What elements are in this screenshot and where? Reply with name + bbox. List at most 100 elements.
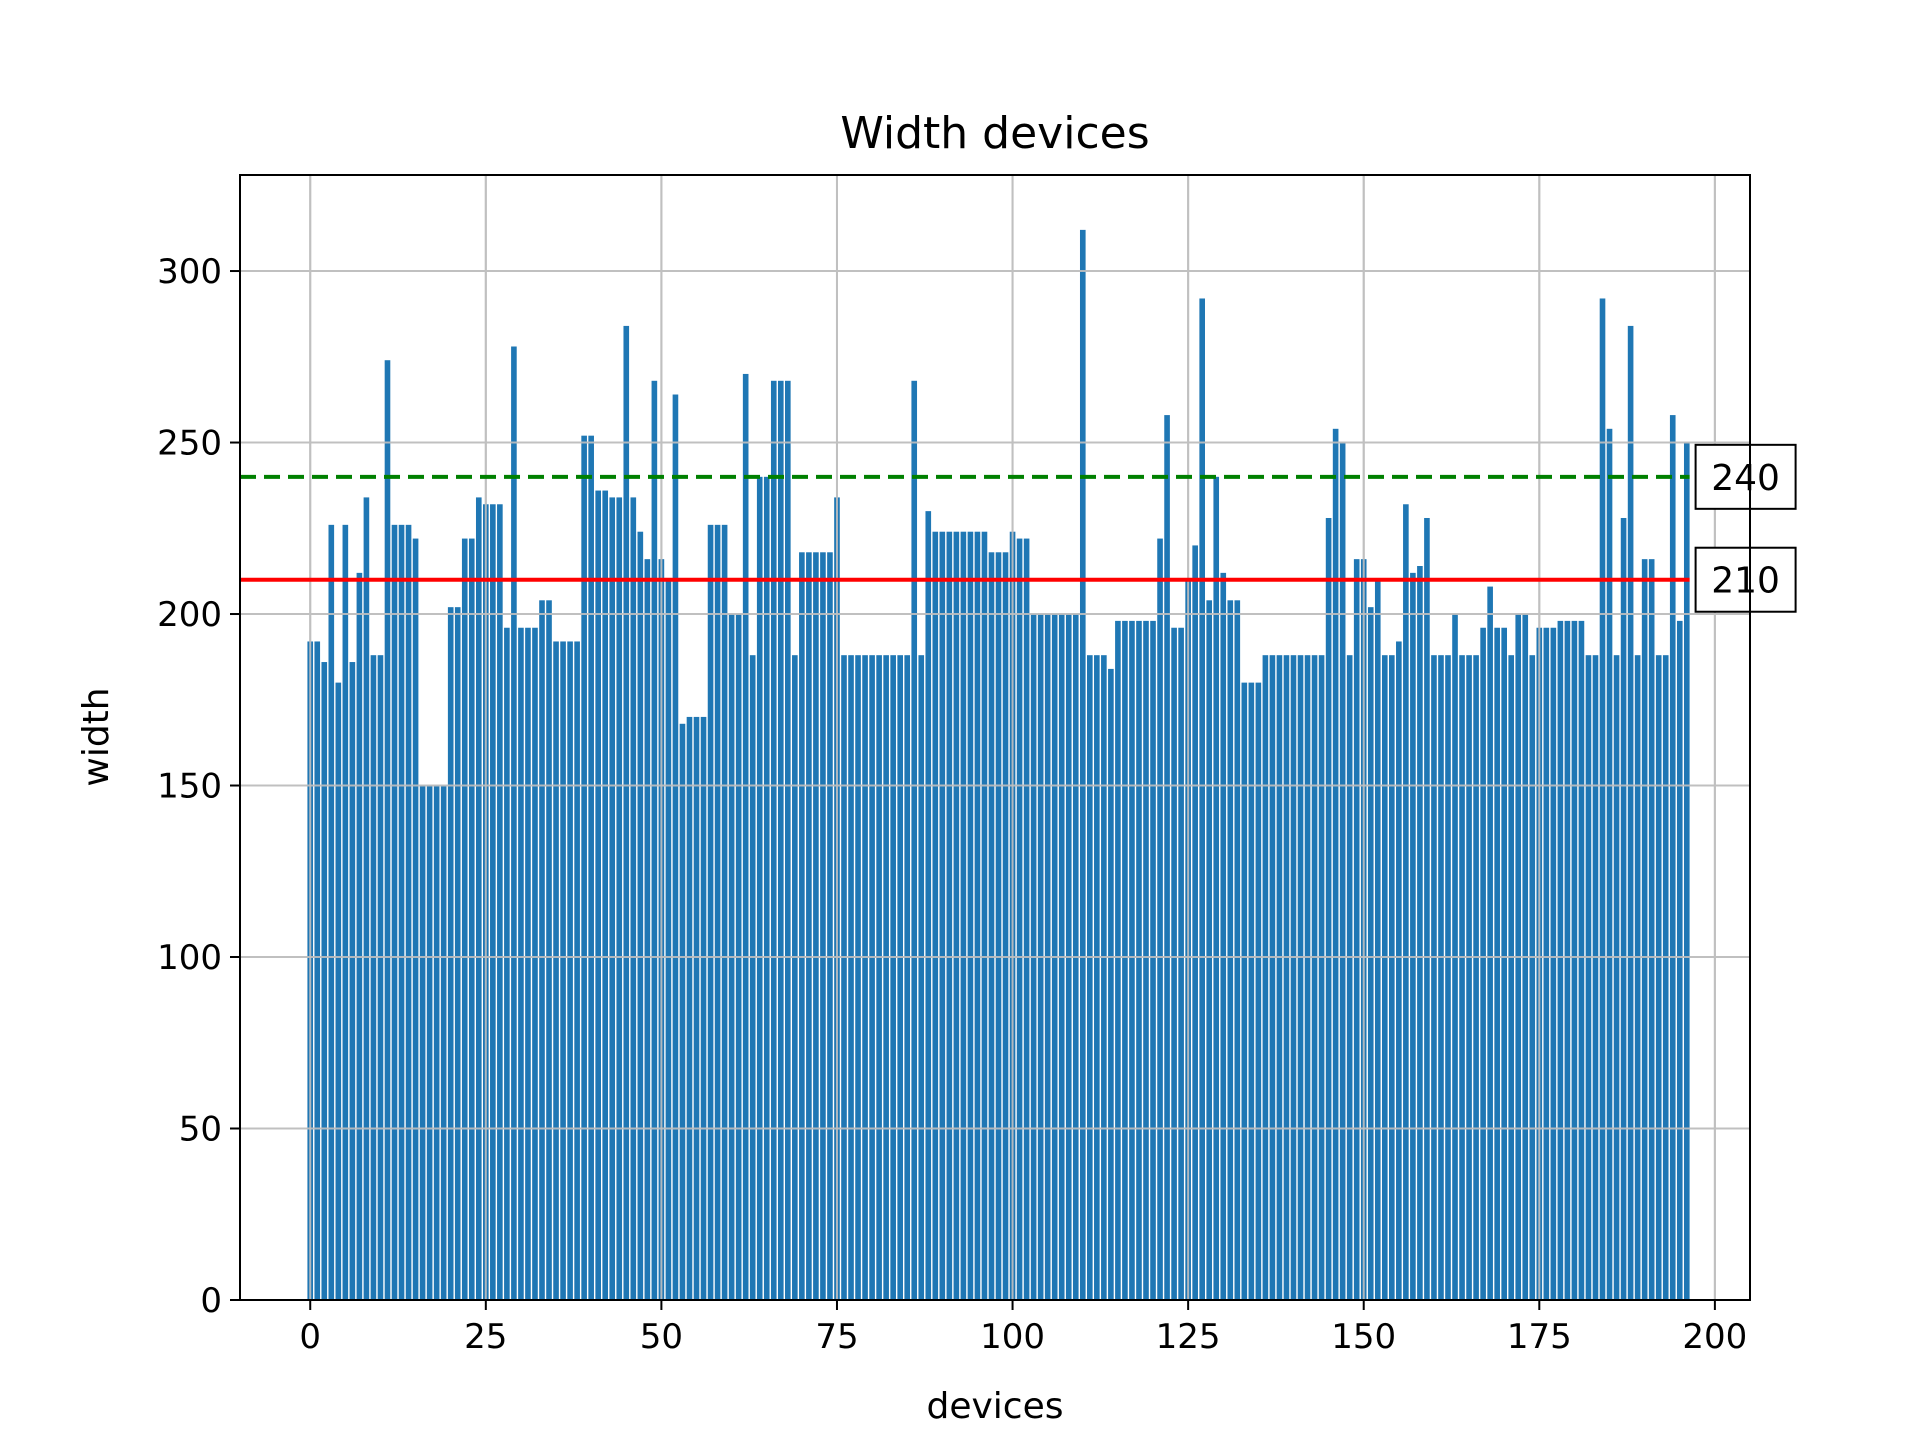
bar: [1346, 655, 1353, 1300]
reference-label: 240: [1711, 458, 1780, 499]
bar: [356, 572, 363, 1300]
reference-label: 210: [1711, 561, 1780, 602]
axis-ticks: 0 25 50 75 100 125 150 175 200 0 50 100 150 200 250 300: [157, 252, 1747, 1357]
bar: [1269, 655, 1276, 1300]
y-tick-label: 100: [157, 938, 222, 978]
bar: [539, 600, 545, 1300]
bar: [742, 373, 749, 1300]
bar: [349, 662, 356, 1300]
x-tick-label: 0: [299, 1317, 321, 1357]
bar: [1494, 627, 1500, 1300]
bar: [1234, 600, 1241, 1300]
x-tick-label: 150: [1331, 1317, 1396, 1357]
bar: [960, 531, 967, 1300]
bar: [1676, 620, 1683, 1300]
bar: [1094, 655, 1100, 1300]
bar: [1529, 655, 1536, 1300]
y-tick-label: 0: [200, 1281, 222, 1321]
bar: [700, 716, 707, 1300]
bar: [419, 785, 426, 1300]
bar: [391, 524, 398, 1300]
bar: [1403, 504, 1409, 1300]
x-tick-label: 200: [1682, 1317, 1747, 1357]
bar: [518, 627, 524, 1300]
chart-title: Width devices: [840, 108, 1149, 159]
bar: [679, 723, 686, 1300]
bar: [953, 531, 960, 1300]
bar: [890, 655, 896, 1300]
bar: [665, 579, 672, 1300]
bar: [918, 655, 925, 1300]
bar: [1396, 641, 1402, 1300]
bar: [1304, 655, 1311, 1300]
bar: [1473, 655, 1479, 1300]
bar: [1332, 428, 1339, 1300]
bar: [827, 552, 833, 1300]
bar: [1079, 229, 1086, 1300]
bar: [1262, 655, 1269, 1300]
bar: [1606, 428, 1613, 1300]
bar: [377, 655, 384, 1300]
bar: [595, 490, 601, 1300]
bar: [1480, 627, 1486, 1300]
bar: [567, 641, 573, 1300]
bar: [1276, 655, 1283, 1300]
bar: [511, 346, 517, 1300]
x-tick-label: 25: [464, 1317, 507, 1357]
bar: [876, 655, 882, 1300]
bar: [1564, 620, 1571, 1300]
bar: [1227, 600, 1234, 1300]
bar: [799, 552, 805, 1300]
bar: [686, 716, 693, 1300]
reference-label-box: [1694, 443, 1797, 510]
bar: [454, 607, 461, 1300]
bar: [581, 435, 587, 1300]
bar: [1459, 655, 1465, 1300]
bar: [1543, 627, 1550, 1300]
bar: [974, 531, 981, 1300]
bar: [707, 524, 714, 1300]
bar: [820, 552, 826, 1300]
x-axis-title: devices: [926, 1386, 1063, 1427]
bar: [714, 524, 721, 1300]
bar: [1585, 655, 1592, 1300]
bar: [883, 655, 889, 1300]
bar: [911, 380, 918, 1300]
bar: [1627, 325, 1634, 1300]
bar: [1592, 655, 1599, 1300]
bar: [497, 504, 503, 1300]
bar: [314, 641, 321, 1300]
bar: [433, 785, 440, 1300]
bar: [1023, 538, 1030, 1300]
bar: [651, 380, 658, 1300]
bar: [426, 785, 433, 1300]
bar: [335, 682, 342, 1300]
bar: [1683, 442, 1690, 1300]
bar: [342, 524, 349, 1300]
bar: [1108, 668, 1114, 1300]
bar: [546, 600, 552, 1300]
bar: [721, 524, 728, 1300]
bar: [904, 655, 911, 1300]
bar: [405, 524, 412, 1300]
bar: [1339, 442, 1346, 1300]
y-tick-label: 150: [157, 767, 222, 807]
bar: [756, 476, 763, 1301]
bar: [1655, 655, 1662, 1300]
bar: [693, 716, 700, 1300]
bar: [384, 360, 391, 1301]
bar: [440, 785, 447, 1300]
bar: [988, 552, 995, 1300]
bar: [1353, 559, 1360, 1300]
bar: [1248, 682, 1255, 1300]
bar: [946, 531, 953, 1300]
bar: [995, 552, 1002, 1300]
bar: [321, 662, 328, 1300]
bar: [1255, 682, 1262, 1300]
bar: [1325, 517, 1332, 1300]
bar: [553, 641, 559, 1300]
bar: [1241, 682, 1248, 1300]
bar: [1578, 620, 1585, 1300]
y-tick-label: 200: [157, 595, 222, 635]
bar: [925, 511, 932, 1300]
